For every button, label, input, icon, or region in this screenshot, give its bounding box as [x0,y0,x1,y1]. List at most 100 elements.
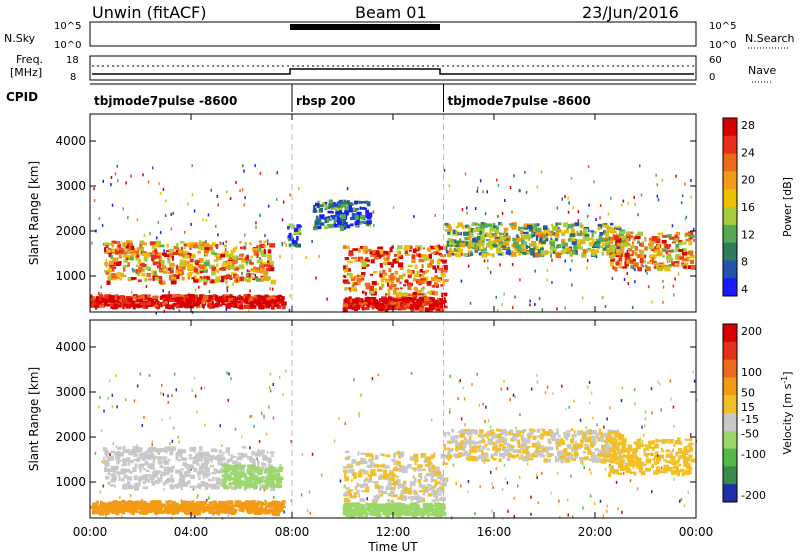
echo-mark [416,290,422,293]
noise-mark [172,211,174,215]
echo-mark [131,295,137,299]
colorbar-tick-label: 28 [741,119,755,132]
echo-mark [105,245,109,248]
echo-mark [434,490,438,494]
echo-mark [413,457,416,461]
echo-mark [361,303,364,306]
echo-mark [133,475,138,481]
echo-mark [634,246,639,251]
echo-mark [122,255,126,258]
echo-mark [431,464,435,470]
echo-mark [352,306,358,310]
echo-mark [387,304,392,309]
echo-mark [331,216,336,220]
noise-mark [672,405,675,409]
echo-mark [651,257,655,262]
noise-mark [194,515,196,519]
echo-mark [231,261,235,267]
echo-mark [128,245,135,251]
echo-mark [427,263,433,268]
echo-mark [681,252,688,256]
echo-mark [104,294,110,299]
echo-mark [368,458,373,463]
echo-mark [347,463,353,466]
noise-mark [232,282,234,286]
echo-mark [443,511,447,517]
echo-mark [143,295,147,301]
echo-mark [170,446,176,451]
echo-mark [659,263,665,266]
echo-mark [486,253,493,256]
noise-mark [495,295,497,299]
echo-mark [270,299,274,302]
noise-mark [467,490,469,494]
echo-mark [500,222,503,227]
noise-mark [163,488,165,491]
noise-mark [196,496,198,500]
echo-mark [356,211,360,216]
noise-mark [164,214,167,217]
noise-mark [230,377,232,381]
echo-mark [619,249,623,255]
echo-mark [358,461,364,465]
echo-mark [376,254,383,257]
echo-mark [519,229,524,235]
echo-mark [332,202,336,205]
echo-mark [243,506,249,509]
echo-mark [235,478,242,484]
echo-mark [632,236,636,241]
echo-mark [414,458,419,463]
noise-mark [148,373,151,377]
noise-mark [558,499,560,503]
noise-mark [344,422,346,426]
echo-mark [203,451,210,457]
echo-mark [269,466,275,471]
echo-mark [404,487,410,492]
echo-mark [229,467,235,470]
echo-mark [365,286,370,290]
echo-mark [356,304,360,309]
echo-mark [362,201,367,204]
echo-mark [149,241,156,246]
noise-mark [497,183,500,187]
noise-mark [593,180,595,184]
noise-mark [479,485,481,488]
noise-mark [651,411,653,415]
echo-mark [118,505,123,508]
colorbar-tick-label: 16 [741,201,755,214]
echo-mark [421,264,424,269]
noise-mark [117,179,119,183]
echo-mark [157,461,163,465]
echo-mark [247,304,252,309]
echo-mark [189,485,194,489]
echo-mark [422,468,426,472]
echo-mark [197,264,201,268]
echo-mark [158,259,165,265]
echo-mark [206,298,210,302]
echo-mark [359,509,365,513]
echo-mark [253,479,259,484]
echo-mark [382,469,387,475]
echo-mark [549,233,553,237]
echo-mark [577,239,580,244]
echo-mark [108,260,114,265]
echo-mark [476,236,481,241]
noise-mark [489,425,492,429]
echo-mark [378,475,383,478]
noise-mark [162,289,164,293]
echo-mark [374,299,379,305]
echo-mark [391,499,394,504]
echo-mark [417,254,422,258]
echo-mark [435,495,439,500]
noise-mark [509,398,511,402]
echo-mark [196,471,202,475]
noise-mark [100,429,103,433]
noise-mark [129,494,132,498]
freq-trace [92,68,694,75]
noise-mark [506,387,509,391]
noise-mark [590,471,592,475]
echo-mark [243,294,246,299]
noise-mark [241,435,243,439]
noise-mark [513,174,515,178]
echo-mark [241,473,246,477]
